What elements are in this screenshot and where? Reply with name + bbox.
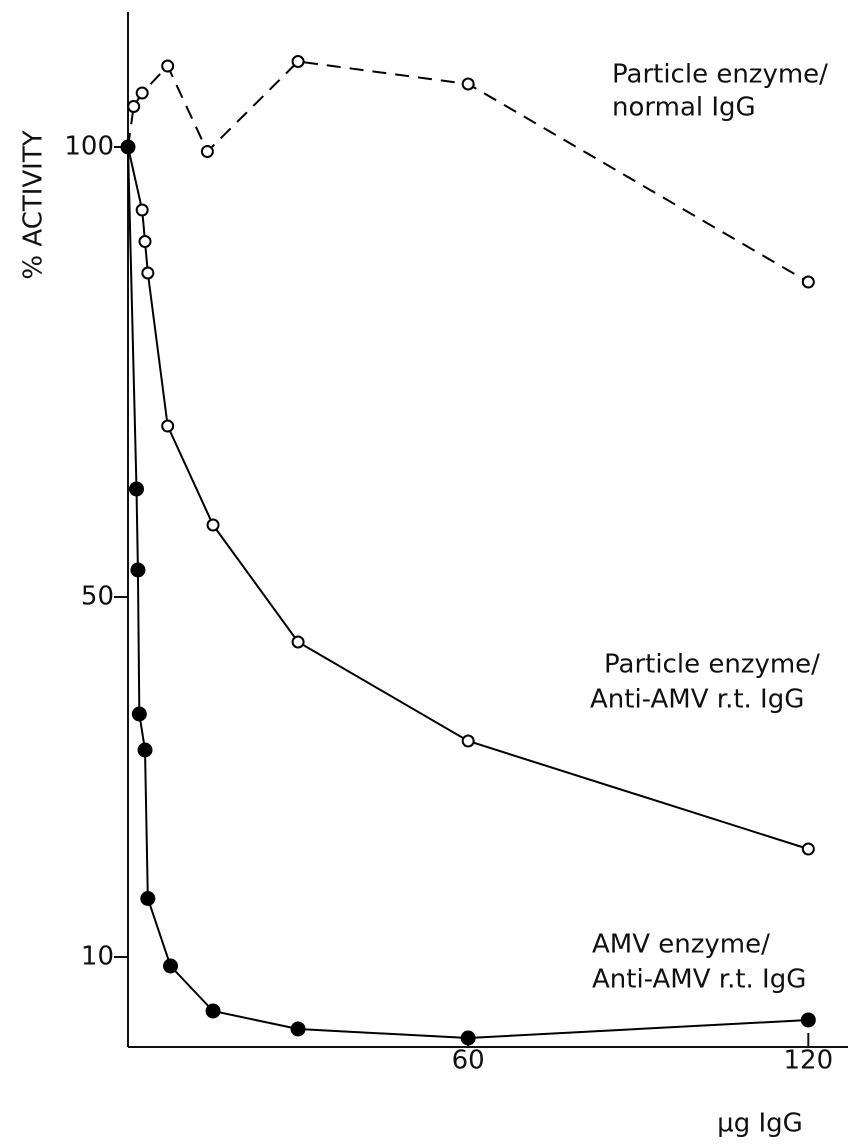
annotation: Particle enzyme/ bbox=[612, 60, 828, 90]
data-point bbox=[131, 706, 147, 722]
data-point bbox=[137, 742, 153, 758]
x-axis-label: µg IgG bbox=[717, 1109, 803, 1139]
data-point bbox=[291, 635, 305, 649]
y-axis-label: % ACTIVITY bbox=[19, 130, 49, 279]
annotation: Particle enzyme/ bbox=[604, 650, 820, 680]
data-point bbox=[460, 1030, 476, 1046]
x-tick-label: 120 bbox=[783, 1046, 833, 1076]
data-point bbox=[127, 100, 141, 113]
data-point bbox=[461, 734, 475, 748]
data-point bbox=[138, 235, 152, 248]
series-line bbox=[127, 60, 809, 283]
x-tick-label: 60 bbox=[452, 1046, 485, 1076]
data-point bbox=[801, 842, 815, 856]
data-point bbox=[200, 145, 214, 158]
data-point bbox=[801, 275, 815, 289]
annotation: normal IgG bbox=[612, 93, 756, 123]
data-point bbox=[140, 891, 156, 906]
annotation: Anti-AMV r.t. IgG bbox=[592, 965, 806, 995]
data-point bbox=[141, 266, 155, 280]
data-point bbox=[135, 203, 149, 217]
series-line bbox=[127, 146, 809, 1040]
annotation: AMV enzyme/ bbox=[592, 930, 770, 960]
data-point bbox=[291, 55, 305, 68]
data-point bbox=[135, 86, 149, 100]
data-point bbox=[130, 562, 146, 578]
data-point bbox=[161, 419, 175, 433]
data-point bbox=[461, 77, 475, 91]
data-point bbox=[290, 1021, 306, 1037]
data-point bbox=[129, 481, 145, 497]
y-tick-label: 10 bbox=[81, 942, 114, 972]
data-point bbox=[120, 139, 136, 155]
annotation: Anti-AMV r.t. IgG bbox=[590, 685, 804, 715]
data-point bbox=[800, 1012, 816, 1028]
data-point bbox=[206, 518, 220, 532]
y-tick-label: 100 bbox=[64, 132, 114, 162]
data-point bbox=[163, 958, 179, 974]
data-point bbox=[161, 59, 175, 73]
y-tick-label: 50 bbox=[81, 582, 114, 612]
data-point bbox=[205, 1003, 221, 1019]
